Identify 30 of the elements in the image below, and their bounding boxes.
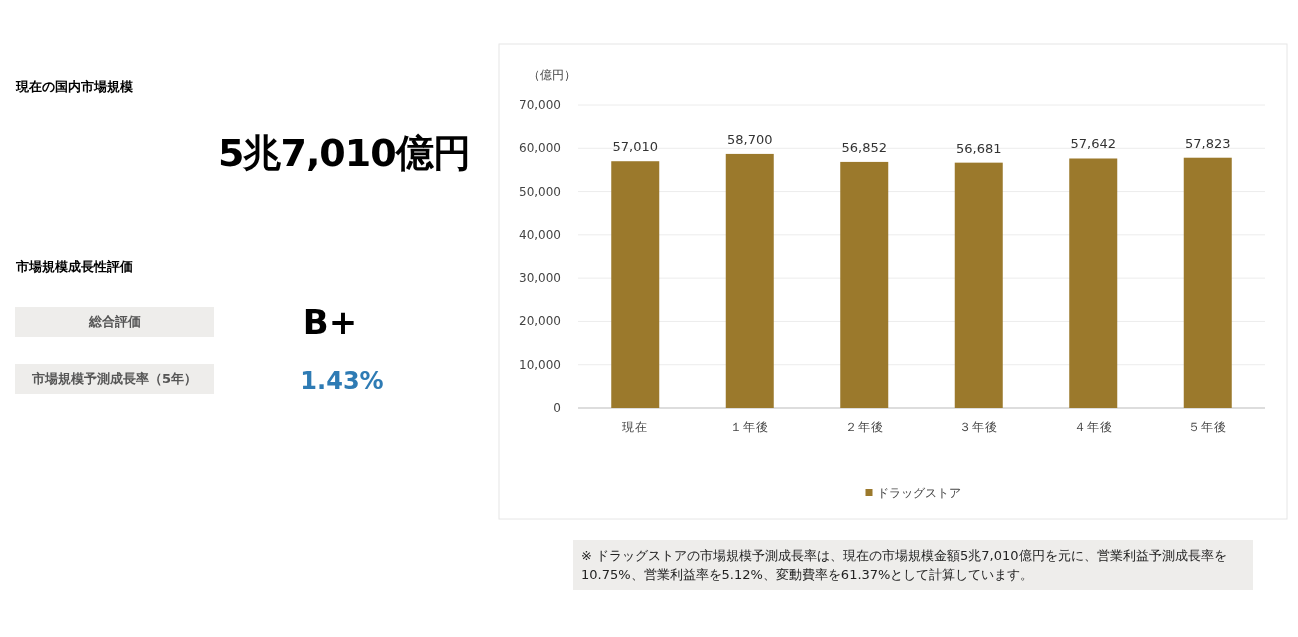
data-label: 57,823 [1185,135,1231,151]
y-tick-label: 20,000 [519,314,561,329]
text: ※ ドラッグストアの市場規模予測成長率は、現在の市場規模金額5兆7,010億円を元に、営業利益予測成長率を10.75%、営業利益率を5.12%、変動費率を61.37%として計算しています。 [573,540,1253,590]
data-label: 57,010 [612,139,658,155]
x-tick-label: 現在 [622,420,649,434]
y-tick-label: 0 [553,401,561,415]
y-axis-title: （億円） [528,68,576,82]
text: 現在の国内市場規模 [16,78,133,96]
text: 5兆7,010億円 [218,130,470,177]
x-tick-label: ２年後 [844,420,884,434]
text: 市場規模成長性評価 [16,258,133,276]
legend-label: ドラッグストア [876,486,961,500]
y-tick-label: 40,000 [519,227,561,242]
y-tick-label: 30,000 [519,271,561,286]
data-label: 56,852 [841,139,887,155]
text: B+ [301,302,359,342]
x-tick-label: ４年後 [1073,420,1113,434]
x-tick-label: ３年後 [959,420,999,434]
x-tick-label: ５年後 [1188,420,1228,434]
data-label: 58,700 [727,131,773,147]
x-tick-label: １年後 [730,420,770,434]
y-tick-label: 50,000 [519,184,561,199]
text: 総合評価 [15,307,214,337]
y-tick-label: 60,000 [519,141,561,156]
data-label: 56,681 [956,140,1002,156]
y-tick-label: 70,000 [519,98,561,112]
data-label: 57,642 [1070,136,1116,152]
text: 市場規模予測成長率（5年） [15,364,214,394]
text: 1.43% [299,367,385,395]
y-tick-label: 10,000 [519,357,561,372]
